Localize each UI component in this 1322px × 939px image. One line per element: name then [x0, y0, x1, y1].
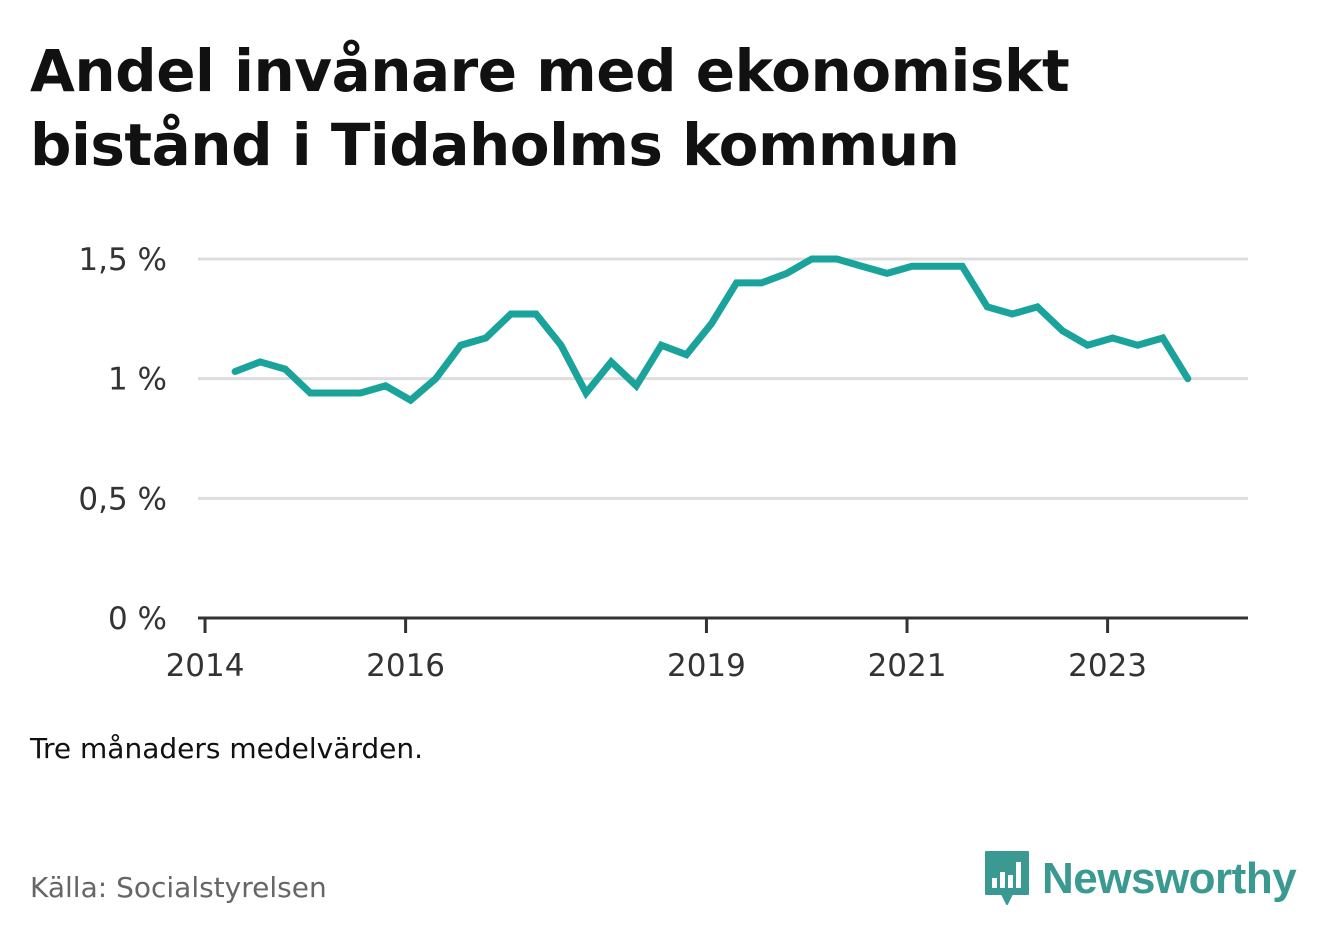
- data-point: [811, 258, 813, 260]
- y-axis: 0 % 0,5 % 1 % 1,5 %: [78, 242, 167, 637]
- data-point: [259, 361, 261, 363]
- bar-chart-speech-bubble-icon: [985, 851, 1029, 905]
- grid-lines: [198, 257, 1248, 500]
- y-tick-label: 0 %: [108, 601, 167, 637]
- data-point: [936, 265, 938, 267]
- chart-title: Andel invånare med ekonomiskt bistånd i …: [30, 37, 1070, 179]
- data-point: [861, 265, 863, 267]
- data-point: [585, 392, 587, 394]
- data-point: [359, 392, 361, 394]
- x-tick-label: 2023: [1068, 648, 1147, 684]
- data-point: [736, 282, 738, 284]
- data-point: [961, 265, 963, 267]
- data-point: [1112, 337, 1114, 339]
- chart-note: Tre månaders medelvärden.: [30, 732, 424, 765]
- data-point: [1137, 344, 1139, 346]
- x-axis: 2014 2016 2019 2021 2023: [166, 616, 1248, 684]
- data-point: [1162, 337, 1164, 339]
- data-point: [660, 344, 662, 346]
- y-tick-label: 0,5 %: [78, 481, 167, 517]
- x-tick-label: 2016: [366, 648, 445, 684]
- data-point: [385, 385, 387, 387]
- data-point: [685, 354, 687, 356]
- x-tick-label: 2014: [166, 648, 245, 684]
- data-point: [410, 399, 412, 401]
- data-point: [836, 258, 838, 260]
- data-point: [234, 370, 236, 372]
- data-point: [761, 282, 763, 284]
- y-tick-label: 1 %: [108, 362, 167, 398]
- data-point: [986, 306, 988, 308]
- y-tick-label: 1,5 %: [78, 242, 167, 278]
- data-point: [309, 392, 311, 394]
- source-credit: Källa: Socialstyrelsen: [30, 871, 327, 904]
- data-point: [635, 385, 637, 387]
- data-point: [886, 272, 888, 274]
- data-point: [560, 344, 562, 346]
- data-point: [786, 272, 788, 274]
- newsworthy-logo: Newsworthy: [982, 848, 1297, 910]
- data-point: [610, 361, 612, 363]
- x-tick-label: 2019: [667, 648, 746, 684]
- series-line-0: [231, 255, 1192, 405]
- data-point: [1011, 313, 1013, 315]
- x-tick-label: 2021: [868, 648, 947, 684]
- line-chart: 0 % 0,5 % 1 % 1,5 % 2014 2016 2019 2021 2023: [78, 242, 1248, 684]
- data-point: [460, 344, 462, 346]
- data-point: [284, 368, 286, 370]
- data-point: [710, 323, 712, 325]
- data-point: [435, 378, 437, 380]
- series-group: [231, 255, 1192, 405]
- data-point: [1061, 330, 1063, 332]
- data-point: [485, 337, 487, 339]
- data-point: [334, 392, 336, 394]
- data-point: [1187, 378, 1189, 380]
- brand-name: Newsworthy: [1042, 854, 1297, 903]
- data-point: [1036, 306, 1038, 308]
- data-point: [535, 313, 537, 315]
- data-point: [510, 313, 512, 315]
- data-point: [1087, 344, 1089, 346]
- data-point: [911, 265, 913, 267]
